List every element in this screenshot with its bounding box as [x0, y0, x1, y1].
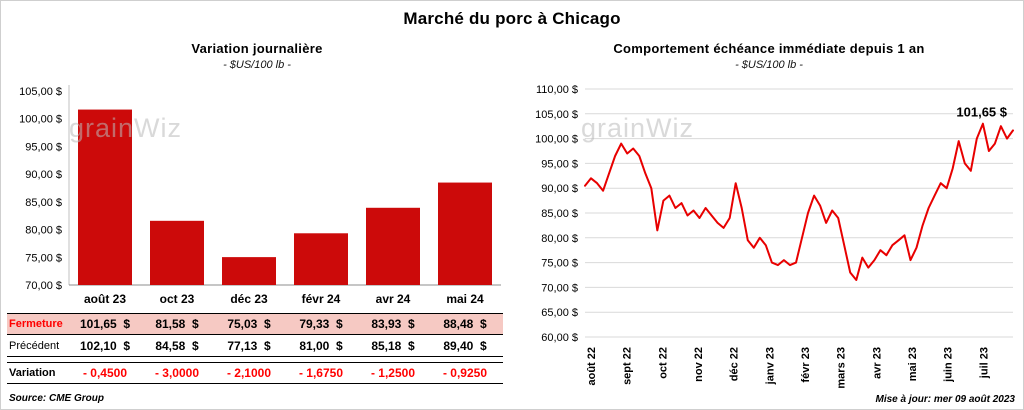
- bar-août 23: [78, 109, 132, 285]
- x-month-label: mars 23: [836, 347, 848, 389]
- price-line: [584, 122, 1014, 281]
- updated-note: Mise à jour: mer 09 août 2023: [875, 394, 1015, 405]
- line-chart-svg: 60,00 $ 65,00 $ 70,00 $ 75,00 $ 80,00 $ 85,00…: [535, 84, 1014, 389]
- value-cell: 81,00 $: [299, 338, 343, 353]
- bar-oct 23: [150, 220, 204, 285]
- value-cell: 83,93 $: [371, 317, 415, 331]
- bar-févr 24: [294, 233, 348, 285]
- row-label: Variation: [9, 367, 56, 379]
- value-cell: 79,33 $: [299, 317, 343, 331]
- bar-chart-subtitle: - $US/100 lb -: [223, 59, 291, 71]
- y-tick-label: 100,00 $: [535, 134, 578, 146]
- value-cell: 81,58 $: [155, 317, 199, 331]
- y-tick-label: 75,00 $: [541, 258, 578, 270]
- y-tick-label: 105,00 $: [19, 86, 62, 98]
- last-price-annotation: 101,65 $: [956, 104, 1007, 119]
- x-month-label: nov 22: [693, 347, 705, 382]
- bar-avr 24: [366, 207, 420, 285]
- page-title: Marché du porc à Chicago: [403, 9, 621, 28]
- y-tick-label: 90,00 $: [541, 183, 578, 195]
- y-tick-label: 70,00 $: [25, 280, 62, 292]
- value-cell: - 2,1000: [226, 366, 272, 380]
- y-tick-label: 95,00 $: [25, 141, 62, 153]
- value-cell: - 0,9250: [442, 366, 488, 380]
- value-cell: 84,58 $: [155, 338, 199, 353]
- value-cell: - 0,4500: [82, 366, 128, 380]
- bar-mai 24: [438, 182, 492, 285]
- x-month-label: déc 22: [729, 347, 741, 381]
- y-tick-label: 85,00 $: [541, 208, 578, 220]
- y-tick-label: 90,00 $: [25, 169, 62, 181]
- x-category-label: août 23: [84, 292, 126, 306]
- y-tick-label: 80,00 $: [541, 233, 578, 245]
- table-row-fermeture: Fermeture 101,65 $ 81,58 $ 75,03 $ 79,33 $ 83…: [7, 313, 503, 335]
- line-chart-title: Comportement échéance immédiate depuis 1…: [613, 41, 925, 56]
- y-tick-label: 75,00 $: [25, 252, 62, 264]
- y-tick-label: 80,00 $: [25, 225, 62, 237]
- x-month-label: avr 23: [871, 347, 883, 379]
- y-tick-label: 85,00 $: [25, 197, 62, 209]
- x-month-label: janv 23: [764, 347, 776, 385]
- table-row-precedent: Précédent 102,10 $ 84,58 $ 77,13 $ 81,00 $ 85…: [7, 335, 503, 357]
- x-month-label: mai 23: [907, 347, 919, 381]
- value-cell: 88,48 $: [443, 317, 487, 331]
- bar-chart-title: Variation journalière: [191, 41, 323, 56]
- y-tick-label: 110,00 $: [536, 84, 578, 96]
- x-month-label: oct 22: [657, 347, 669, 379]
- y-tick-label: 95,00 $: [541, 158, 578, 170]
- row-label: Fermeture: [9, 318, 63, 330]
- y-tick-label: 100,00 $: [19, 114, 62, 126]
- table-row-variation: Variation - 0,4500 - 3,0000 - 2,1000 - 1,675…: [7, 362, 503, 384]
- bar-chart-svg: 70,00 $ 75,00 $ 80,00 $ 85,00 $ 90,00 $ 95,00…: [19, 85, 501, 306]
- x-category-label: oct 23: [160, 292, 195, 306]
- value-cell: 75,03 $: [227, 317, 271, 331]
- bar-déc 23: [222, 257, 276, 285]
- x-category-label: févr 24: [302, 292, 341, 306]
- value-cell: 89,40 $: [443, 338, 487, 353]
- value-cell: - 3,0000: [154, 366, 200, 380]
- row-label: Précédent: [9, 339, 60, 352]
- y-tick-label: 70,00 $: [541, 282, 578, 294]
- x-category-label: déc 23: [230, 292, 268, 306]
- x-month-label: sept 22: [622, 347, 634, 385]
- value-cell: 85,18 $: [371, 338, 415, 353]
- value-cell: - 1,6750: [298, 366, 344, 380]
- value-cell: 77,13 $: [227, 338, 271, 353]
- value-cell: 101,65 $: [79, 317, 131, 331]
- value-cell: 102,10 $: [79, 338, 131, 353]
- y-tick-label: 65,00 $: [541, 307, 578, 319]
- value-cell: - 1,2500: [370, 366, 416, 380]
- line-chart-subtitle: - $US/100 lb -: [735, 59, 803, 71]
- y-tick-label: 105,00 $: [535, 109, 578, 121]
- x-month-label: juin 23: [943, 347, 955, 383]
- source-note: Source: CME Group: [9, 393, 105, 404]
- x-month-label: août 22: [586, 347, 598, 386]
- x-month-label: juil 23: [978, 347, 990, 379]
- price-table: Fermeture 101,65 $ 81,58 $ 75,03 $ 79,33 $ 83…: [7, 313, 503, 384]
- x-month-label: févr 23: [800, 347, 812, 382]
- y-tick-label: 60,00 $: [541, 332, 578, 344]
- x-category-label: mai 24: [446, 292, 484, 306]
- x-category-label: avr 24: [376, 292, 411, 306]
